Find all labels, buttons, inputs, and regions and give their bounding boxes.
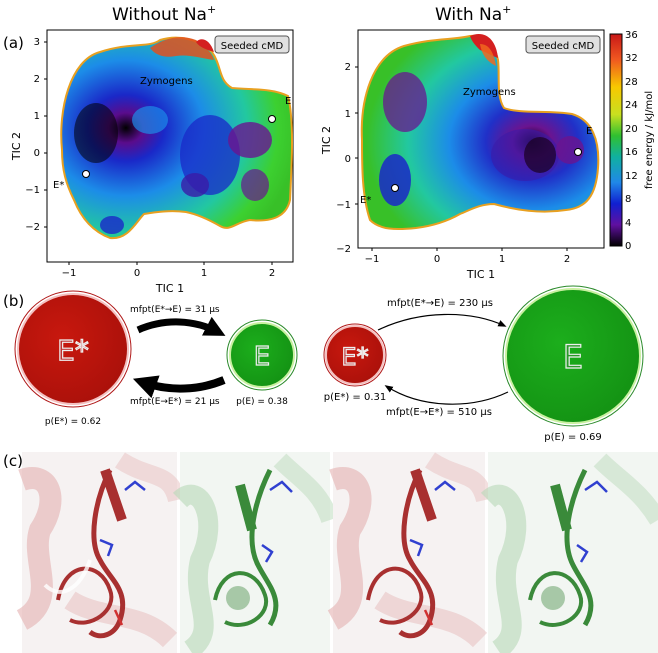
- x-ticks-right: −1 0 1 2: [365, 254, 571, 265]
- seeded-cmd-badge-left-text: Seeded cMD: [221, 41, 284, 52]
- x-tick-left: 2: [269, 268, 275, 279]
- state-label-e-star-left: E*: [53, 180, 64, 191]
- prob-e-left: p(E) = 0.38: [236, 397, 288, 407]
- x-tick-right: 1: [499, 254, 505, 265]
- panel-label-a: (a): [3, 34, 24, 52]
- colorbar-label: free energy / kJ/mol: [644, 91, 655, 189]
- colorbar-gradient: [609, 33, 623, 247]
- sodium-ion-sphere-2: [541, 586, 565, 610]
- node-e-left: [229, 322, 295, 388]
- panel-label-b: (b): [3, 292, 24, 310]
- x-tick-right: 0: [434, 254, 440, 265]
- state-label-zymogens-left: Zymogens: [140, 76, 193, 87]
- y-tick-left: 2: [34, 74, 40, 85]
- y-axis-label-left: TIC 2: [10, 132, 23, 161]
- title-without-na: Without Na+: [112, 3, 216, 25]
- y-ticks-right: 2 1 0 −1 −2: [336, 62, 351, 255]
- colorbar-tick: 28: [625, 77, 638, 88]
- prob-e-right: p(E) = 0.69: [544, 432, 601, 443]
- state-label-e-right: E: [586, 126, 592, 137]
- mfpt-backward-right: mfpt(E→E*) = 510 μs: [386, 407, 492, 418]
- prob-e-star-left: p(E*) = 0.62: [45, 417, 101, 427]
- x-axis-label-right: TIC 1: [466, 268, 495, 281]
- arrow-e-to-e-star-left: [132, 375, 226, 399]
- node-e-star-left-label: E*: [57, 334, 89, 367]
- fes-plot-left: E* E Zymogens Seeded cMD 3 2 1 0 −1 −2 −…: [10, 29, 294, 295]
- fes-plot-right: E* E Zymogens Seeded cMD 2 1 0 −1 −2 −1 …: [320, 29, 605, 281]
- red-ribbon-main: [88, 468, 126, 639]
- y-tick-left: 1: [34, 111, 40, 122]
- state-label-e-star-right: E*: [360, 195, 371, 206]
- x-tick-left: −1: [62, 268, 77, 279]
- panel-label-c: (c): [3, 452, 23, 470]
- state-label-e-left: E: [285, 96, 291, 107]
- y-tick-left: −2: [25, 222, 40, 233]
- colorbar-ticks: 36 32 28 24 20 16 12 8 4 0: [625, 30, 638, 252]
- y-tick-right: −2: [336, 244, 351, 255]
- kinetics-network-right: E* E mfpt(E*→E) = 230 μs mfpt(E→E*) = 51…: [323, 285, 644, 443]
- arrow-e-to-e-star-right: [384, 385, 509, 405]
- arrow-e-star-to-e-right: [377, 313, 507, 331]
- fes-landscape-left: [60, 36, 293, 240]
- state-marker-e-star-right: [391, 184, 399, 192]
- node-e-left-label: E: [254, 342, 270, 372]
- y-tick-left: −1: [25, 185, 40, 196]
- colorbar-tick: 32: [625, 53, 638, 64]
- sodium-ion-sphere-1: [226, 586, 250, 610]
- colorbar-tick: 4: [625, 218, 631, 229]
- colorbar: 36 32 28 24 20 16 12 8 4 0 free energy /…: [609, 30, 655, 252]
- seeded-cmd-badge-right-text: Seeded cMD: [532, 41, 595, 52]
- title-with-na: With Na+: [435, 3, 511, 25]
- state-marker-e-star-left: [82, 170, 90, 178]
- colorbar-tick: 0: [625, 241, 631, 252]
- x-tick-left: 1: [201, 268, 207, 279]
- structure-panel-2: [172, 452, 339, 653]
- state-label-zymogens-right: Zymogens: [463, 87, 516, 98]
- colorbar-tick: 24: [625, 100, 638, 111]
- kinetics-network-left: E* E mfpt(E*→E) = 31 μs mfpt(E→E*) = 21 …: [14, 290, 298, 427]
- structure-panel-3: [326, 452, 494, 653]
- colorbar-tick: 20: [625, 124, 638, 135]
- y-tick-left: 0: [34, 148, 40, 159]
- colorbar-tick: 12: [625, 171, 638, 182]
- structure-panel-1: [16, 452, 186, 653]
- y-tick-right: 1: [345, 109, 351, 120]
- green-ribbon-main: [249, 468, 279, 627]
- seeded-cmd-badge-right: [525, 35, 601, 54]
- red-ribbon-main-2: [398, 468, 436, 639]
- colorbar-tick: 8: [625, 194, 631, 205]
- mfpt-forward-right: mfpt(E*→E) = 230 μs: [387, 298, 493, 309]
- mfpt-forward-left: mfpt(E*→E) = 31 μs: [130, 305, 220, 315]
- mfpt-backward-left: mfpt(E→E*) = 21 μs: [130, 397, 220, 407]
- x-tick-left: 0: [134, 268, 140, 279]
- x-ticks-left: −1 0 1 2: [62, 268, 276, 279]
- seeded-cmd-badge-left: [214, 35, 290, 54]
- y-ticks-left: 3 2 1 0 −1 −2: [25, 37, 40, 233]
- node-e-star-left: [17, 293, 129, 405]
- y-tick-right: −1: [336, 200, 351, 211]
- arrow-e-star-to-e-left: [136, 316, 226, 336]
- node-e-star-right: [325, 325, 385, 385]
- node-e-star-right-label: E*: [341, 343, 368, 371]
- prob-e-star-right: p(E*) = 0.31: [324, 392, 386, 403]
- x-tick-right: −1: [365, 254, 380, 265]
- node-e-right: [505, 288, 641, 424]
- y-axis-label-right: TIC 2: [320, 126, 333, 155]
- state-marker-e-right: [574, 148, 582, 156]
- colorbar-tick: 36: [625, 30, 638, 41]
- state-marker-e-left: [268, 115, 276, 123]
- x-axis-label-left: TIC 1: [155, 282, 184, 295]
- y-tick-right: 2: [345, 62, 351, 73]
- y-tick-left: 3: [34, 37, 40, 48]
- colorbar-tick: 16: [625, 147, 638, 158]
- x-tick-right: 2: [564, 254, 570, 265]
- y-tick-right: 0: [345, 154, 351, 165]
- structure-panel-4: [480, 452, 658, 653]
- node-e-right-label: E: [563, 338, 583, 376]
- green-ribbon-main-2: [564, 468, 594, 627]
